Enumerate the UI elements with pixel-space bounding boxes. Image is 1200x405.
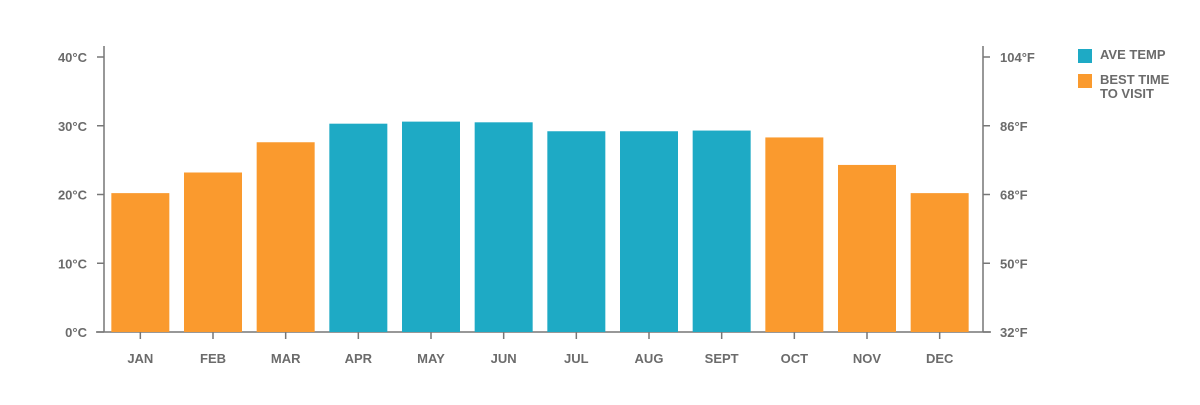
left-y-tick-label: 0°C: [65, 325, 87, 340]
legend-label-best-time: BEST TIME TO VISIT: [1100, 72, 1170, 101]
right-y-tick-label: 50°F: [1000, 256, 1028, 271]
bar-mar: [256, 142, 315, 332]
x-tick-label: NOV: [853, 351, 882, 366]
legend-swatch-best-time: [1078, 74, 1092, 88]
bar-feb: [184, 172, 242, 332]
bar-jul: [547, 131, 606, 332]
legend: AVE TEMP BEST TIME TO VISIT: [1078, 48, 1182, 111]
left-y-tick-label: 10°C: [58, 256, 88, 271]
bar-aug: [620, 131, 678, 332]
legend-swatch-ave-temp: [1078, 49, 1092, 63]
bar-apr: [329, 123, 388, 332]
x-tick-label: MAY: [417, 351, 445, 366]
x-tick-label: FEB: [200, 351, 226, 366]
x-tick-label: DEC: [926, 351, 954, 366]
right-y-tick-label: 86°F: [1000, 119, 1028, 134]
left-y-tick-label: 20°C: [58, 188, 88, 203]
bar-oct: [765, 137, 824, 332]
x-tick-label: MAR: [271, 351, 301, 366]
legend-item-ave-temp: AVE TEMP: [1078, 48, 1182, 63]
bar-nov: [838, 164, 896, 332]
bar-may: [402, 121, 460, 332]
x-tick-label: SEPT: [705, 351, 739, 366]
bar-sept: [692, 130, 751, 332]
x-tick-label: AUG: [635, 351, 664, 366]
left-y-tick-label: 40°C: [58, 50, 88, 65]
right-y-tick-label: 68°F: [1000, 188, 1028, 203]
right-y-tick-label: 32°F: [1000, 325, 1028, 340]
bar-jan: [111, 193, 170, 332]
legend-label-ave-temp: AVE TEMP: [1100, 47, 1166, 62]
x-tick-label: JAN: [127, 351, 153, 366]
right-y-tick-label: 104°F: [1000, 50, 1035, 65]
x-tick-label: APR: [345, 351, 373, 366]
bar-dec: [910, 193, 969, 332]
bar-jun: [474, 122, 533, 332]
x-tick-label: JUL: [564, 351, 589, 366]
left-y-tick-label: 30°C: [58, 119, 88, 134]
x-tick-label: JUN: [491, 351, 517, 366]
legend-item-best-time: BEST TIME TO VISIT: [1078, 73, 1182, 101]
x-tick-label: OCT: [781, 351, 809, 366]
